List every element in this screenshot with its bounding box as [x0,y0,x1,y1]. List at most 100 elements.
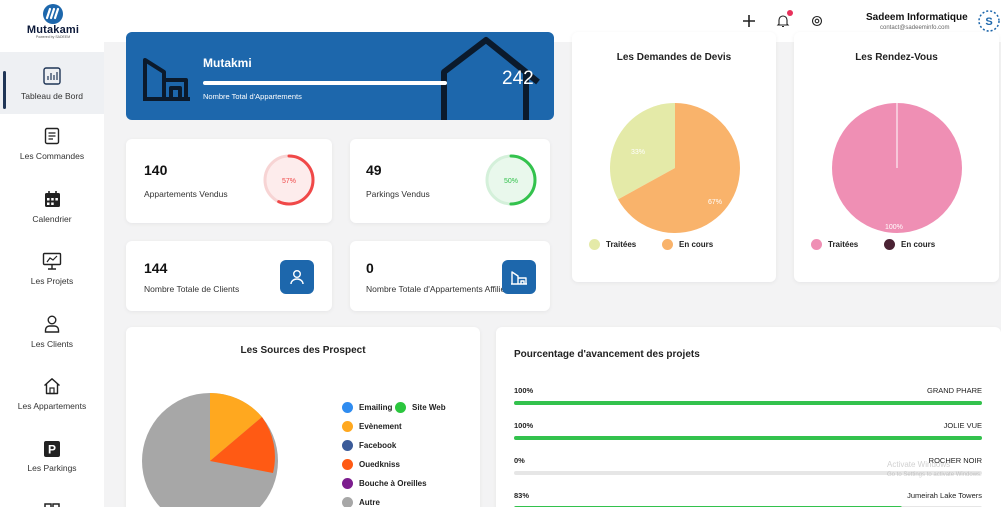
company-logo-icon[interactable]: S [977,8,1001,34]
devis-label-done: 33% [631,149,645,156]
sidebar-item-label: Tableau de Bord [21,91,83,101]
projects-title: Pourcentage d'avancement des projets [514,349,700,360]
sidebar-item-orders[interactable]: Les Commandes [0,117,104,179]
project-name: GRAND PHARE [926,386,982,395]
project-progress-track [514,401,982,405]
legend-label: Bouche à Oreilles [359,479,427,488]
legend-label: Traitées [606,240,637,249]
building-icon [143,58,190,101]
apartments-sold-card: 140 Appartements Vendus 57% [126,139,332,223]
sidebar-item-calendar[interactable]: Calendrier [0,180,104,242]
rdv-card: Les Rendez-Vous 100% Traitées En cours [794,32,999,282]
sidebar-item-label: Les Clients [30,339,74,349]
legend-label: Autre [359,498,380,507]
project-progress-track [514,471,982,475]
user-icon [44,315,60,333]
company-name: Sadeem Informatique [866,12,968,23]
banner-subtitle: Nombre Total d'Appartements [203,92,302,101]
legend-item-ouedkniss[interactable]: Ouedkniss [342,459,400,470]
calendar-icon [44,191,60,207]
app-logo[interactable]: Mutakami Powered by SADEEM [18,4,88,39]
parking-icon: P [44,441,60,457]
legend-item-progress[interactable]: En cours [662,239,713,250]
affiliated-card: 0 Nombre Totale d'Appartements Affiliés [350,241,550,311]
devis-card: Les Demandes de Devis 33% 67% Traitées E… [572,32,776,282]
watermark-line1: Activate Windows [887,460,951,469]
legend-label: Site Web [412,403,446,412]
apartments-sold-percent: 57% [282,178,296,185]
logo-icon [43,4,63,24]
plus-icon[interactable] [740,12,758,30]
legend-dot [342,478,353,489]
sidebar-item-label: Les Projets [30,276,74,286]
legend-item-progress[interactable]: En cours [884,239,935,250]
stat-label: Appartements Vendus [144,189,228,199]
stat-value: 144 [144,260,168,276]
company-email: contact@sadeeminfo.com [880,25,950,31]
legend-dot [589,239,600,250]
project-name: Jumeirah Lake Towers [907,491,982,500]
project-row[interactable]: 83% Jumeirah Lake Towers [514,491,982,507]
legend-label: Facebook [359,441,397,450]
legend-item-evenement[interactable]: Evènement [342,421,402,432]
legend-dot [342,440,353,451]
projects-progress-card: Pourcentage d'avancement des projets [496,327,1001,507]
user-icon [290,270,304,285]
sidebar-item-apartments[interactable]: Les Appartements [0,367,104,429]
project-percent: 100% [514,386,534,395]
sidebar-item-projects[interactable]: Les Projets [0,242,104,304]
gear-icon[interactable] [808,12,826,30]
legend-item-done[interactable]: Traitées [589,239,636,250]
clients-card: 144 Nombre Totale de Clients [126,241,332,311]
devis-slice-done [610,103,675,200]
apartments-total-banner: Mutakmi Nombre Total d'Appartements 242 [126,32,554,120]
rdv-title: Les Rendez-Vous [855,52,938,63]
legend-item-site-web[interactable]: Site Web [395,402,446,413]
project-progress-track [514,436,982,440]
logo-name: Mutakami [26,24,80,36]
legend-item-autre[interactable]: Autre [342,497,380,507]
house-icon [44,378,60,395]
sources-slice-ouedkniss [210,417,275,473]
parkings-sold-card: 49 Parkings Vendus 50% [350,139,550,223]
sidebar-item-parkings[interactable]: P Les Parkings [0,430,104,492]
bell-icon[interactable] [774,10,793,30]
sidebar-item-label: Les Parkings [27,463,77,473]
sidebar-item-clients[interactable]: Les Clients [0,305,104,367]
sidebar-item-more[interactable] [0,492,104,507]
stat-value: 49 [366,162,382,178]
legend-label: Evènement [359,422,402,431]
legend-label: Traitées [828,240,859,249]
grid-icon [44,503,60,507]
windows-watermark: Activate Windows Go to Settings to activ… [887,460,982,480]
legend-label: Ouedkniss [359,460,400,469]
rdv-label-done: 100% [885,224,903,231]
affiliated-badge[interactable] [502,260,536,294]
project-percent: 100% [514,421,534,430]
legend-label: Emailing [359,403,393,412]
clients-badge[interactable] [280,260,314,294]
project-row[interactable]: 100% JOLIE VUE [514,421,982,451]
sources-pie-chart [142,393,278,507]
notification-dot [787,10,793,16]
legend-item-done[interactable]: Traitées [811,239,858,250]
legend-item-facebook[interactable]: Facebook [342,440,396,451]
legend-item-emailing[interactable]: Emailing [342,402,392,413]
parkings-sold-ring: 50% [485,154,537,206]
banner-title: Mutakmi [203,56,252,70]
project-progress-fill [514,401,982,405]
parkings-sold-percent: 50% [504,178,518,185]
sidebar-item-label: Les Commandes [19,151,85,161]
svg-text:P: P [48,443,56,457]
legend-dot [884,239,895,250]
devis-title: Les Demandes de Devis [616,52,732,63]
sources-slice-evenement [210,393,262,461]
devis-label-progress: 67% [708,199,722,206]
project-row[interactable]: 0% ROCHER NOIR [514,456,982,486]
sidebar-item-label: Les Appartements [17,401,87,411]
legend-item-bouche[interactable]: Bouche à Oreilles [342,478,427,489]
project-row[interactable]: 100% GRAND PHARE [514,386,982,416]
sidebar-item-dashboard[interactable]: Tableau de Bord [0,52,104,114]
company-info[interactable]: Sadeem Informatique contact@sadeeminfo.c… [866,12,968,31]
building-decor-icon [441,37,540,120]
